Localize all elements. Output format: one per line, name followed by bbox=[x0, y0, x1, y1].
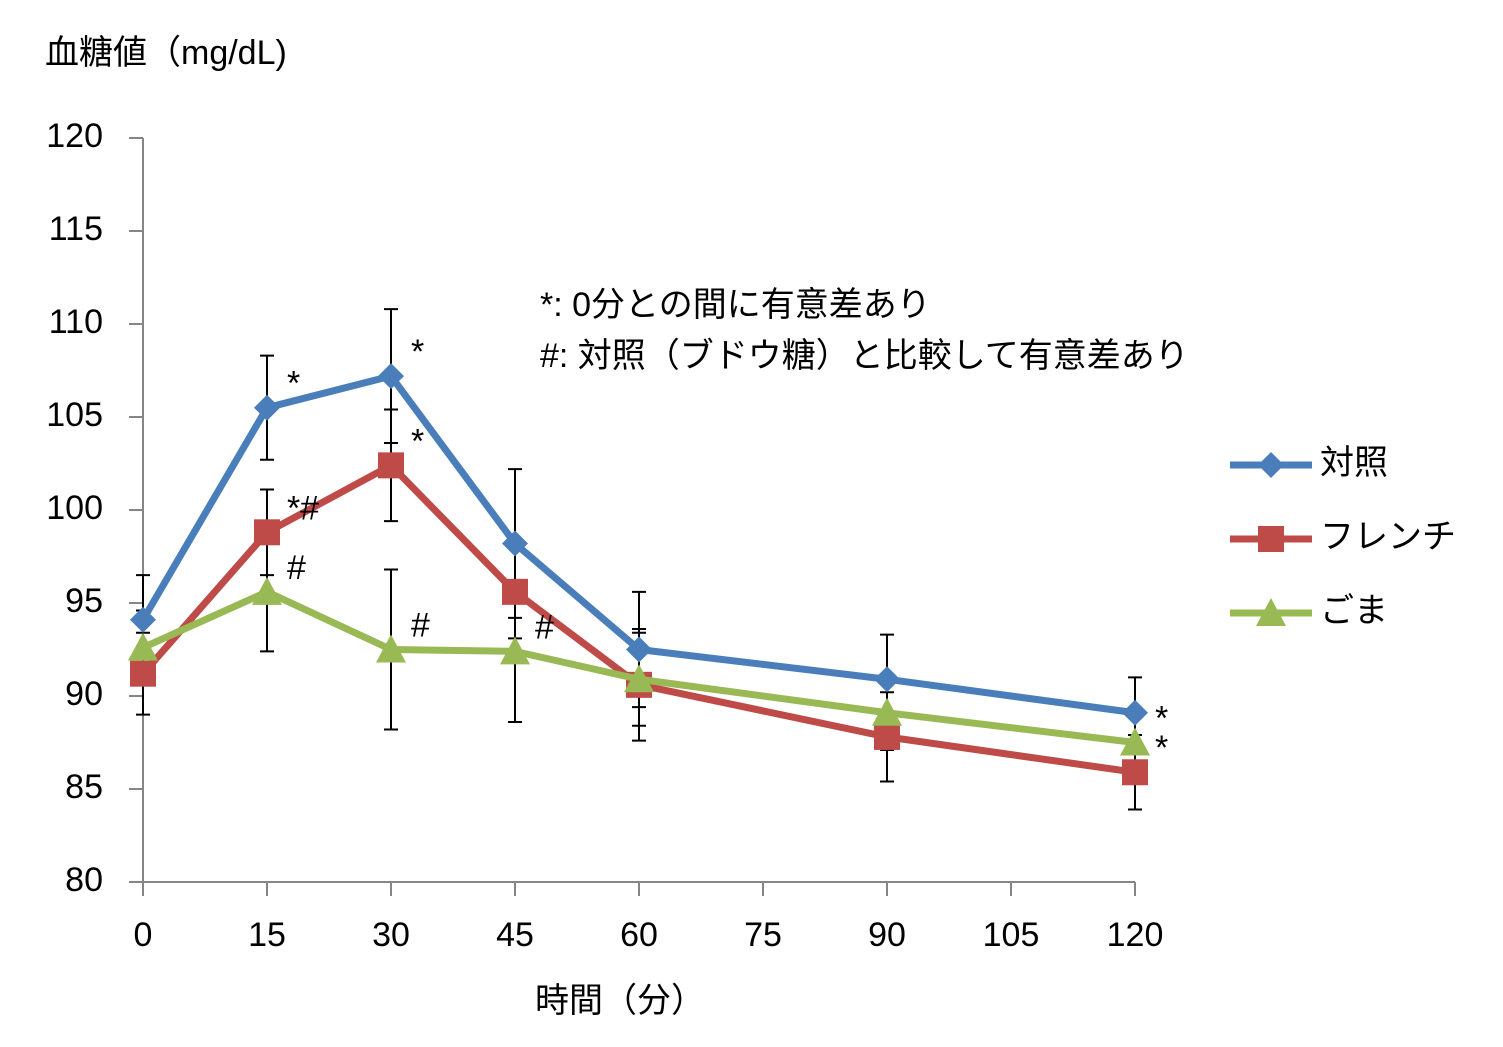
y-tick-label: 85 bbox=[65, 768, 103, 806]
significance-label: * bbox=[411, 422, 424, 460]
marker bbox=[1122, 759, 1148, 786]
y-tick-label: 105 bbox=[46, 396, 103, 434]
y-tick-label: 95 bbox=[65, 582, 103, 620]
marker bbox=[502, 530, 528, 557]
x-tick-label: 90 bbox=[868, 916, 906, 954]
marker bbox=[874, 666, 900, 693]
significance-label: # bbox=[535, 608, 554, 646]
y-axis-label: 血糖値（mg/dL) bbox=[45, 34, 287, 72]
marker bbox=[500, 636, 530, 665]
marker bbox=[128, 632, 158, 661]
marker bbox=[254, 519, 280, 546]
y-tick-label: 100 bbox=[46, 489, 103, 527]
y-tick-label: 90 bbox=[65, 675, 103, 713]
marker bbox=[1258, 452, 1284, 478]
marker bbox=[624, 664, 654, 693]
significance-label: # bbox=[287, 549, 306, 587]
marker bbox=[378, 452, 404, 479]
legend-label: フレンチ bbox=[1320, 518, 1456, 556]
y-tick-label: 110 bbox=[49, 303, 103, 341]
legend-label: 対照 bbox=[1320, 444, 1388, 482]
x-tick-label: 15 bbox=[248, 916, 286, 954]
x-tick-label: 30 bbox=[372, 916, 410, 954]
legend-label: ごま bbox=[1320, 592, 1388, 630]
x-tick-label: 0 bbox=[134, 916, 153, 954]
marker bbox=[130, 660, 156, 687]
x-tick-label: 105 bbox=[983, 916, 1040, 954]
x-tick-label: 75 bbox=[744, 916, 782, 954]
significance-label: * bbox=[1155, 729, 1168, 767]
significance-label: # bbox=[411, 606, 430, 644]
marker bbox=[376, 634, 406, 663]
y-tick-label: 120 bbox=[46, 117, 103, 155]
x-tick-label: 45 bbox=[496, 916, 534, 954]
marker bbox=[130, 606, 156, 633]
significance-label: *# bbox=[287, 489, 319, 527]
marker bbox=[874, 723, 900, 750]
y-tick-label: 115 bbox=[49, 210, 103, 248]
marker bbox=[378, 363, 404, 390]
marker bbox=[1256, 598, 1286, 626]
note: *: 0分との間に有意差あり bbox=[540, 286, 931, 324]
significance-label: * bbox=[287, 365, 300, 403]
marker bbox=[252, 576, 282, 605]
marker bbox=[254, 394, 280, 421]
marker bbox=[872, 697, 902, 726]
marker bbox=[1122, 699, 1148, 726]
significance-label: * bbox=[1155, 699, 1168, 737]
marker bbox=[1258, 526, 1284, 552]
note: #: 対照（ブドウ糖）と比較して有意差あり bbox=[540, 337, 1189, 375]
x-axis-label: 時間（分） bbox=[535, 982, 705, 1020]
marker bbox=[626, 636, 652, 663]
y-tick-label: 80 bbox=[65, 861, 103, 899]
marker bbox=[502, 578, 528, 605]
x-tick-label: 60 bbox=[620, 916, 658, 954]
significance-label: * bbox=[411, 333, 424, 371]
marker bbox=[1120, 727, 1150, 756]
x-tick-label: 120 bbox=[1107, 916, 1164, 954]
